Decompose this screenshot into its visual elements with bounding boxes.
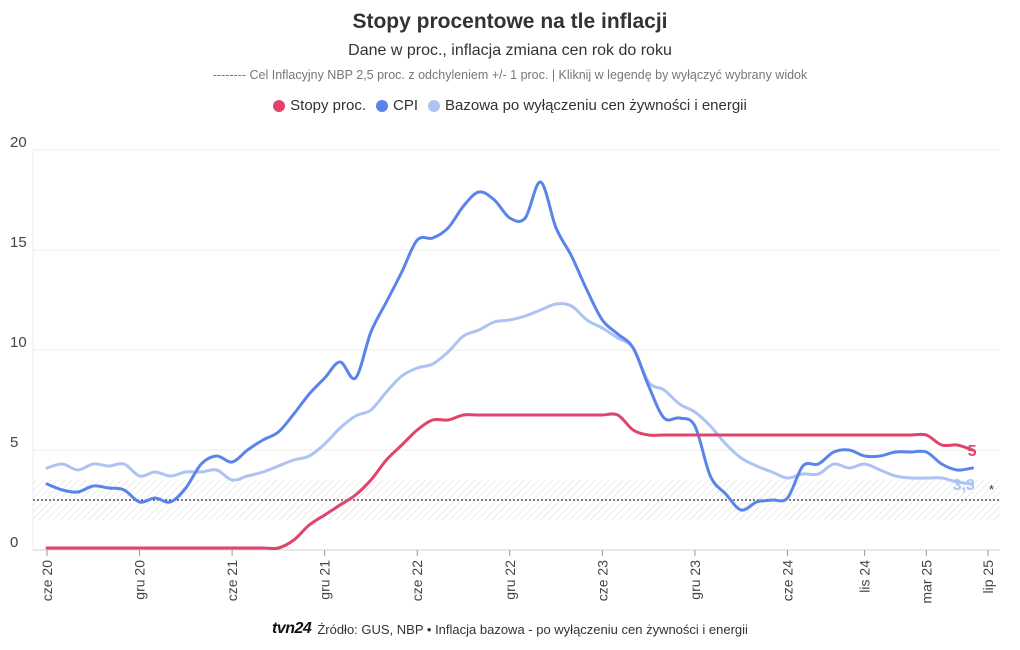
x-tick-label-0: cze 20 xyxy=(39,560,55,601)
series-line-stopy xyxy=(45,412,975,551)
legend-item-stopy[interactable]: Stopy proc. xyxy=(273,97,366,114)
x-tick-label-18: gru 21 xyxy=(317,560,333,600)
legend-dot-bazowa xyxy=(428,99,441,112)
legend-dot-stopy xyxy=(273,99,286,112)
source-text: Źródło: GUS, NBP • Inflacja bazowa - po … xyxy=(317,621,748,637)
x-tick-label-30: gru 22 xyxy=(502,560,518,600)
x-tick-label-12: cze 21 xyxy=(224,560,240,601)
y-tick-label-20: 20 xyxy=(10,134,27,151)
legend-label-stopy: Stopy proc. xyxy=(290,97,367,114)
end-label-bazowa: 3,3 xyxy=(953,477,975,494)
y-tick-label-10: 10 xyxy=(10,334,27,351)
y-tick-label-5: 5 xyxy=(10,434,18,451)
x-tick-label-6: gru 20 xyxy=(132,560,148,600)
x-tick-label-53: lis 24 xyxy=(857,560,873,593)
y-tick-label-15: 15 xyxy=(10,234,27,251)
x-tick-label-36: cze 23 xyxy=(594,560,610,601)
series-line-bazowa xyxy=(45,302,975,486)
x-tick-label-48: cze 24 xyxy=(779,560,795,601)
target-marker: * xyxy=(989,482,994,497)
x-tick-label-61: lip 25 xyxy=(980,560,996,594)
legend-dot-cpi xyxy=(376,99,389,112)
end-label-stopy: 5 xyxy=(968,443,977,460)
chart-legend: Stopy proc. CPI Bazowa po wyłączeniu cen… xyxy=(0,97,1020,114)
series-line-cpi xyxy=(45,180,975,512)
x-tick-label-24: cze 22 xyxy=(409,560,425,601)
chart-source: tvn24 Źródło: GUS, NBP • Inflacja bazowa… xyxy=(0,620,1020,638)
y-tick-label-0: 0 xyxy=(10,534,18,551)
x-tick-label-42: gru 23 xyxy=(687,560,703,600)
chart-note: -------- Cel Inflacyjny NBP 2,5 proc. z … xyxy=(212,68,808,82)
legend-item-bazowa[interactable]: Bazowa po wyłączeniu cen żywności i ener… xyxy=(428,97,747,114)
tvn24-logo: tvn24 xyxy=(272,620,312,637)
legend-label-bazowa: Bazowa po wyłączeniu cen żywności i ener… xyxy=(445,97,747,114)
legend-item-cpi[interactable]: CPI xyxy=(376,97,418,114)
x-tick-label-57: mar 25 xyxy=(918,560,934,604)
legend-label-cpi: CPI xyxy=(393,97,419,114)
chart-subtitle: Dane w proc., inflacja zmiana cen rok do… xyxy=(348,42,672,59)
chart-title: Stopy procentowe na tle inflacji xyxy=(352,10,668,33)
